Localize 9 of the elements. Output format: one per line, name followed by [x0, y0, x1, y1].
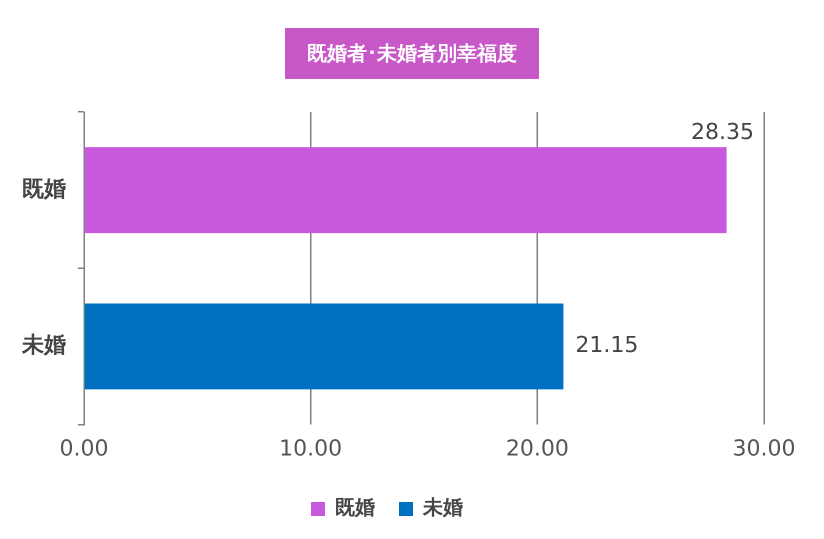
legend-label: 未婚: [422, 495, 463, 520]
x-tick-label: 20.00: [506, 436, 569, 462]
data-label: 21.15: [575, 333, 638, 358]
x-tick-label: 0.00: [60, 436, 108, 462]
chart-title: 既婚者･未婚者別幸福度: [285, 28, 539, 79]
x-tick-label: 10.00: [279, 436, 342, 462]
x-tick-label: 30.00: [732, 436, 796, 462]
data-label: 28.35: [691, 120, 754, 145]
legend-label: 既婚: [335, 495, 375, 520]
